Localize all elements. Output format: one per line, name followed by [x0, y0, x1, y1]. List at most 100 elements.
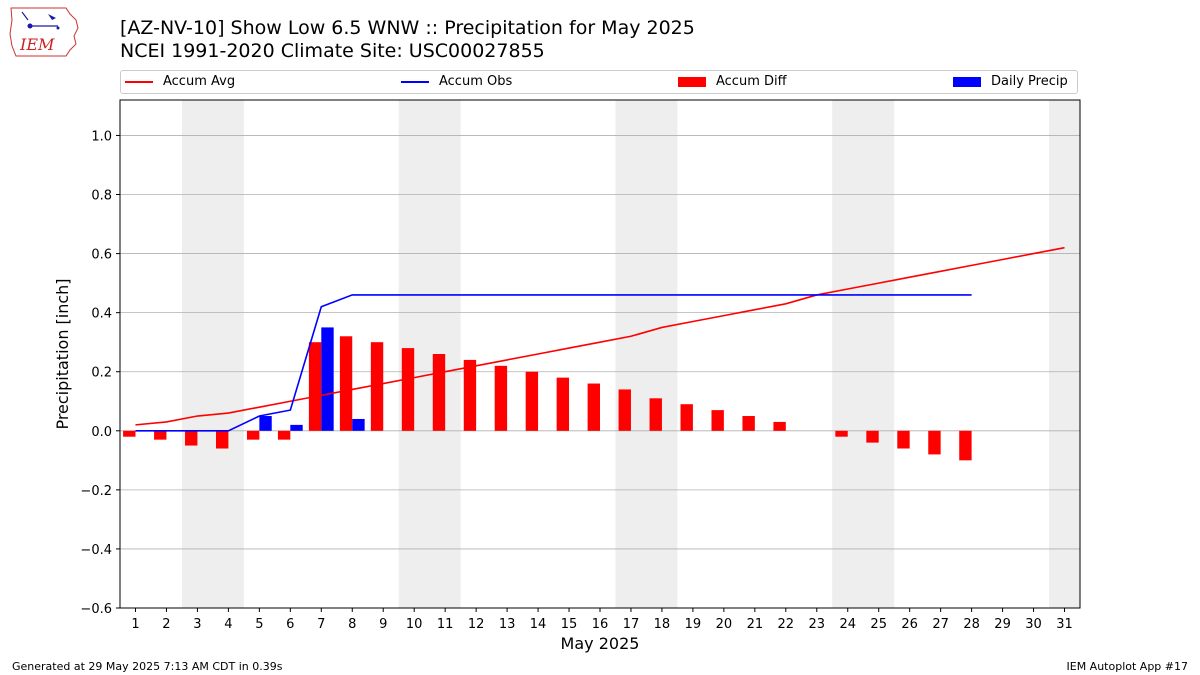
bars [123, 327, 972, 461]
y-tick-label: 0.6 [91, 248, 112, 263]
x-tick-label: 17 [623, 617, 640, 632]
legend-label-accum-obs: Accum Obs [439, 74, 513, 89]
x-tick-label: 29 [994, 617, 1011, 632]
accum-diff-bar [835, 430, 848, 437]
accum-diff-bar [959, 430, 972, 461]
x-tick-label: 5 [255, 617, 263, 632]
plot-frame [119, 99, 1081, 609]
x-tick-label: 1 [131, 617, 139, 632]
legend-label-daily-precip: Daily Precip [991, 74, 1068, 89]
x-tick-label: 16 [592, 617, 609, 632]
y-tick-label: 0.2 [91, 366, 112, 381]
footer-app: IEM Autoplot App #17 [1066, 660, 1189, 673]
x-tick-label: 27 [932, 617, 949, 632]
x-tick-label: 6 [286, 617, 294, 632]
lines [135, 246, 1065, 432]
grid-lines [120, 135, 1080, 609]
x-tick-label: 25 [870, 617, 887, 632]
y-tick-label: −0.6 [80, 602, 112, 617]
x-tick-label: 7 [317, 617, 325, 632]
legend-swatch-accum-diff [678, 76, 706, 87]
legend: Accum Avg Accum Obs Accum Diff Daily Pre… [120, 70, 1078, 94]
accum-diff-bar [463, 359, 477, 431]
logo-text: IEM [19, 35, 55, 54]
legend-swatch-accum-avg [125, 80, 153, 83]
accum-diff-bar [216, 430, 229, 449]
x-tick-label: 24 [839, 617, 856, 632]
daily-precip-bar [290, 424, 303, 431]
x-axis-title: May 2025 [561, 634, 640, 653]
x-tick-label: 19 [685, 617, 702, 632]
accum-diff-bar [711, 410, 724, 431]
y-tick-label: −0.2 [80, 484, 112, 499]
accum-diff-bar [154, 430, 167, 440]
y-tick-label: 0.4 [91, 307, 112, 322]
x-tick-label: 21 [747, 617, 764, 632]
y-tick-label: 0.8 [91, 189, 112, 204]
accum-diff-bar [185, 430, 198, 446]
legend-label-accum-avg: Accum Avg [163, 74, 236, 89]
x-tick-label: 15 [561, 617, 578, 632]
weekend-band [181, 100, 244, 608]
daily-precip-bar [352, 418, 365, 431]
accum-diff-bar [897, 430, 910, 449]
accum-diff-bar [587, 383, 600, 431]
footer-generated: Generated at 29 May 2025 7:13 AM CDT in … [12, 660, 283, 673]
x-tick-label: 10 [406, 617, 423, 632]
legend-item-accum-obs: Accum Obs [401, 74, 512, 89]
accum-diff-bar [680, 404, 693, 431]
x-tick-label: 11 [437, 617, 454, 632]
chart-title: [AZ-NV-10] Show Low 6.5 WNW :: Precipita… [120, 17, 695, 39]
legend-label-accum-diff: Accum Diff [716, 74, 787, 89]
accum-diff-bar [339, 336, 353, 431]
accum-diff-bar [370, 342, 384, 431]
accum-diff-bar [432, 354, 446, 431]
x-tick-label: 13 [499, 617, 516, 632]
x-tick-label: 30 [1025, 617, 1042, 632]
accum-diff-bar [928, 430, 941, 455]
legend-swatch-accum-obs [401, 80, 429, 83]
x-tick-label: 8 [348, 617, 356, 632]
accum-diff-bar [123, 430, 136, 437]
accum-diff-bar [742, 416, 755, 431]
x-tick-label: 31 [1056, 617, 1073, 632]
x-tick-label: 12 [468, 617, 485, 632]
x-tick-label: 14 [530, 617, 547, 632]
iem-logo: IEM [9, 7, 79, 57]
accum-diff-bar [618, 389, 631, 431]
y-tick-label: −0.4 [80, 543, 112, 558]
chart-subtitle: NCEI 1991-2020 Climate Site: USC00027855 [120, 40, 545, 62]
x-tick-label: 9 [379, 617, 387, 632]
weekend-band [615, 100, 678, 608]
x-tick-label: 2 [162, 617, 170, 632]
accum-diff-bar [866, 430, 879, 443]
x-tick-label: 18 [654, 617, 671, 632]
weekend-band [832, 100, 895, 608]
y-axis-title: Precipitation [inch] [53, 278, 72, 429]
legend-swatch-daily-precip [953, 76, 981, 87]
daily-precip-bar [259, 416, 272, 431]
weekend-band [1049, 100, 1080, 608]
x-tick-label: 22 [778, 617, 795, 632]
accum-diff-bar [277, 430, 291, 440]
legend-item-accum-diff: Accum Diff [678, 74, 787, 89]
x-tick-label: 28 [963, 617, 980, 632]
daily-precip-bar [321, 327, 334, 431]
accum-avg-line [135, 246, 1065, 426]
accum-diff-bar [246, 430, 260, 440]
accum-diff-bar [401, 348, 415, 431]
legend-item-accum-avg: Accum Avg [125, 74, 235, 89]
accum-obs-line [135, 294, 972, 432]
y-tick-label: 1.0 [91, 129, 112, 144]
legend-item-daily-precip: Daily Precip [953, 74, 1068, 89]
x-tick-label: 20 [716, 617, 733, 632]
x-tick-label: 23 [809, 617, 826, 632]
accum-diff-bar [773, 421, 786, 431]
accum-diff-bar [308, 342, 322, 431]
accum-diff-bar [525, 371, 539, 431]
accum-diff-bar [556, 377, 570, 431]
accum-diff-bar [494, 365, 508, 431]
x-tick-label: 26 [901, 617, 918, 632]
weekend-shading [181, 100, 1080, 608]
